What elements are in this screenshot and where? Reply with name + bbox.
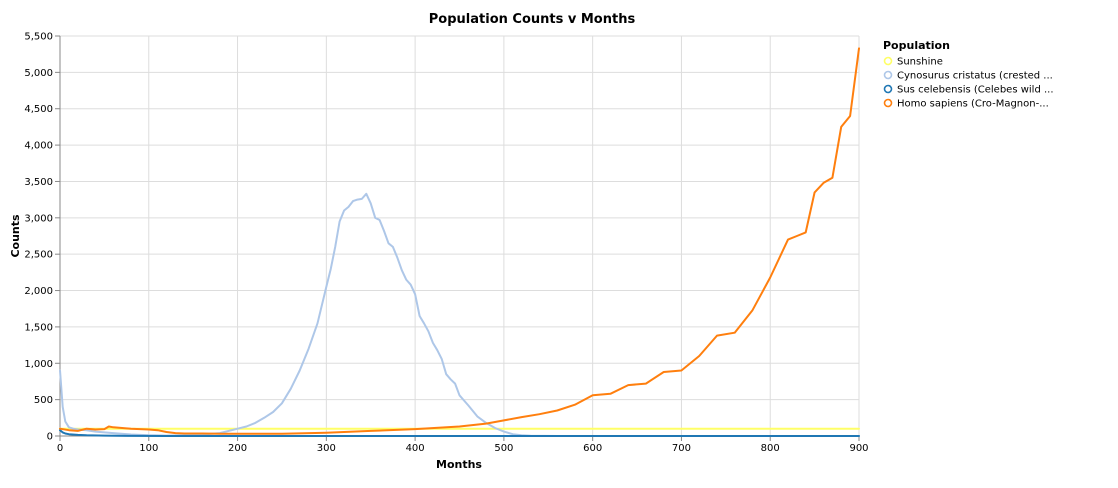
y-tick-label: 0 bbox=[47, 432, 53, 443]
x-tick-label: 100 bbox=[139, 443, 158, 454]
y-tick-label: 2,500 bbox=[24, 250, 53, 261]
x-axis-title: Months bbox=[436, 458, 482, 471]
x-tick-label: 900 bbox=[849, 443, 868, 454]
legend-label: Sunshine bbox=[897, 57, 943, 68]
legend-label: Sus celebensis (Celebes wild ... bbox=[897, 85, 1054, 96]
y-tick-label: 3,000 bbox=[24, 213, 53, 224]
series-lines bbox=[59, 47, 860, 437]
chart-title: Population Counts v Months bbox=[429, 12, 636, 27]
x-tick-label: 800 bbox=[761, 443, 780, 454]
x-tick-label: 600 bbox=[583, 443, 602, 454]
grid bbox=[59, 35, 860, 437]
legend-swatch bbox=[883, 98, 893, 108]
x-tick-label: 400 bbox=[406, 443, 425, 454]
x-tick-label: 200 bbox=[228, 443, 247, 454]
legend-swatch bbox=[883, 84, 893, 94]
legend-label: Homo sapiens (Cro-Magnon-... bbox=[897, 99, 1049, 110]
y-tick-label: 4,500 bbox=[24, 104, 53, 115]
x-tick-label: 300 bbox=[317, 443, 336, 454]
legend-swatch bbox=[883, 56, 893, 66]
axes bbox=[59, 36, 859, 437]
y-axis-title: Counts bbox=[9, 214, 22, 258]
y-tick-label: 5,500 bbox=[24, 32, 53, 43]
series-line-2 bbox=[59, 429, 860, 437]
legend-title: Population bbox=[883, 39, 950, 52]
y-tick-label: 4,000 bbox=[24, 141, 53, 152]
x-tick-label: 500 bbox=[494, 443, 513, 454]
legend-items: Sunshine Cynosurus cristatus (crested ...… bbox=[883, 56, 1054, 110]
y-tick-label: 1,000 bbox=[24, 359, 53, 370]
y-tick-label: 5,000 bbox=[24, 68, 53, 79]
series-line-3 bbox=[59, 47, 860, 435]
y-tick-label: 3,500 bbox=[24, 177, 53, 188]
legend-label: Cynosurus cristatus (crested ... bbox=[897, 71, 1053, 82]
x-axis-ticks: 0 100 200 300 400 500 600 700 800 900 bbox=[57, 436, 869, 454]
y-axis-ticks: 0 500 1,000 1,500 2,000 2,500 3,000 3,500 4,000 4… bbox=[24, 32, 60, 443]
x-tick-label: 0 bbox=[57, 443, 63, 454]
legend-swatch bbox=[883, 70, 893, 80]
x-tick-label: 700 bbox=[672, 443, 691, 454]
legend: Population Sunshine Cynosurus cristatus (… bbox=[883, 39, 1054, 110]
y-tick-label: 2,000 bbox=[24, 286, 53, 297]
y-tick-label: 1,500 bbox=[24, 322, 53, 333]
y-tick-label: 500 bbox=[34, 395, 53, 406]
